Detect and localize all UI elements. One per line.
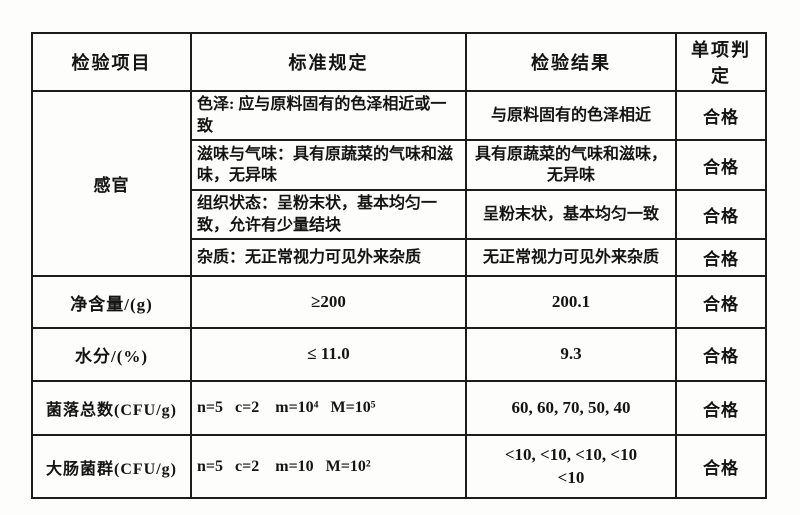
cell-item-total-plate-count: 菌落总数(CFU/g) bbox=[31, 380, 192, 437]
cell-result-coliform: <10, <10, <10, <10 <10 bbox=[465, 434, 677, 500]
cell-standard-moisture: ≤ 11.0 bbox=[190, 327, 467, 383]
cell-result-moisture: 9.3 bbox=[465, 327, 677, 383]
table-row-impurity: 杂质：无正常视力可见外来杂质 无正常视力可见外来杂质 合格 bbox=[32, 238, 767, 278]
cell-standard-coliform: n=5 c=2 m=10 M=10² bbox=[190, 434, 467, 500]
cell-item-coliform: 大肠菌群(CFU/g) bbox=[31, 434, 192, 500]
cell-result-taste-odor: 具有原蔬菜的气味和滋味， 无异味 bbox=[465, 139, 677, 192]
header-standard: 标准规定 bbox=[190, 32, 467, 92]
table-row-net-content: 净含量/(g) ≥200 200.1 合格 bbox=[31, 275, 767, 330]
cell-result-color: 与原料固有的色泽相近 bbox=[465, 89, 677, 142]
table-row-color: 感官 色泽: 应与原料固有的色泽相近或一致 与原料固有的色泽相近 合格 bbox=[31, 89, 767, 278]
cell-judgment-impurity: 合格 bbox=[675, 238, 767, 278]
cell-judgment-coliform: 合格 bbox=[675, 434, 767, 500]
table-row-taste-odor: 滋味与气味：具有原蔬菜的气味和滋味，无异味 具有原蔬菜的气味和滋味， 无异味 合… bbox=[32, 139, 767, 192]
cell-standard-total-plate-count: n=5 c=2 m=10⁴ M=10⁵ bbox=[190, 380, 467, 437]
cell-standard-texture: 组织状态：呈粉末状，基本均匀一致，允许有少量结块 bbox=[190, 189, 467, 241]
cell-standard-taste-odor: 滋味与气味：具有原蔬菜的气味和滋味，无异味 bbox=[190, 139, 467, 192]
table-header-row: 检验项目 标准规定 检验结果 单项判定 bbox=[31, 32, 767, 92]
cell-judgment-texture: 合格 bbox=[675, 189, 767, 241]
cell-standard-net-content: ≥200 bbox=[190, 275, 467, 330]
header-judgment: 单项判定 bbox=[675, 32, 767, 92]
cell-result-total-plate-count: 60, 60, 70, 50, 40 bbox=[465, 380, 677, 437]
cell-result-texture: 呈粉末状，基本均匀一致 bbox=[465, 189, 677, 241]
table-row-texture: 组织状态：呈粉末状，基本均匀一致，允许有少量结块 呈粉末状，基本均匀一致 合格 bbox=[32, 189, 767, 241]
cell-result-impurity: 无正常视力可见外来杂质 bbox=[465, 238, 677, 278]
cell-judgment-total-plate-count: 合格 bbox=[675, 380, 767, 437]
cell-item-net-content: 净含量/(g) bbox=[31, 275, 192, 330]
cell-item-moisture: 水分/(%) bbox=[31, 327, 192, 383]
table-row-moisture: 水分/(%) ≤ 11.0 9.3 合格 bbox=[31, 327, 767, 383]
cell-standard-impurity: 杂质：无正常视力可见外来杂质 bbox=[190, 238, 467, 278]
header-inspection-item: 检验项目 bbox=[31, 32, 192, 92]
header-result: 检验结果 bbox=[465, 32, 677, 92]
cell-judgment-taste-odor: 合格 bbox=[675, 139, 767, 192]
table-row-coliform: 大肠菌群(CFU/g) n=5 c=2 m=10 M=10² <10, <10,… bbox=[31, 434, 767, 500]
cell-item-sensory: 感官 bbox=[31, 89, 192, 278]
inspection-results-table: 检验项目 标准规定 检验结果 单项判定 感官 色泽: 应与原料固有的色泽相近或一… bbox=[31, 32, 767, 500]
cell-result-net-content: 200.1 bbox=[465, 275, 677, 330]
table-row-total-plate-count: 菌落总数(CFU/g) n=5 c=2 m=10⁴ M=10⁵ 60, 60, … bbox=[31, 380, 767, 437]
cell-judgment-net-content: 合格 bbox=[675, 275, 767, 330]
cell-judgment-moisture: 合格 bbox=[675, 327, 767, 383]
cell-standard-color: 色泽: 应与原料固有的色泽相近或一致 bbox=[190, 89, 467, 142]
cell-judgment-color: 合格 bbox=[675, 89, 767, 142]
